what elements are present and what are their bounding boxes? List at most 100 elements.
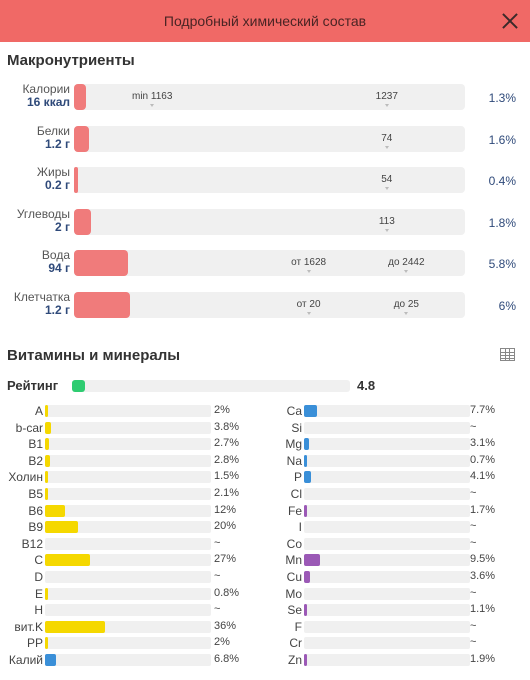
- nutrient-bar: [304, 471, 470, 484]
- nutrient-bar: [45, 587, 211, 600]
- macro-mark-label: от 1628: [291, 257, 327, 269]
- nutrient-bar-fill: [304, 654, 308, 666]
- vitamin-row: B2 2.8%: [0, 453, 271, 469]
- macro-name: Белки: [36, 123, 70, 138]
- macro-percent: 1.8%: [488, 215, 516, 230]
- macro-percent: 5.8%: [488, 257, 516, 272]
- nutrient-bar-fill: [45, 504, 65, 517]
- nutrient-value: ~: [470, 586, 477, 599]
- nutrient-value: 6.8%: [214, 653, 240, 665]
- mineral-row: Cl ~: [259, 486, 530, 502]
- nutrient-name: H: [34, 603, 43, 618]
- nutrient-bar-fill: [45, 438, 50, 451]
- macro-name: Клетчатка: [13, 290, 70, 304]
- nutrient-value: 2.8%: [214, 453, 240, 466]
- nutrient-value: 1.1%: [470, 603, 496, 616]
- vitamin-row: B1 2.7%: [0, 436, 271, 452]
- nutrient-bar: [45, 504, 211, 517]
- nutrient-value: 4.1%: [470, 470, 496, 483]
- nutrient-bar: [304, 637, 470, 650]
- mineral-row: Co ~: [259, 536, 530, 552]
- vitamin-row: B9 20%: [0, 519, 271, 535]
- macro-bar-fill: [74, 84, 87, 110]
- vitamin-row: B12 ~: [0, 536, 271, 552]
- nutrient-bar: [304, 620, 470, 633]
- nutrient-bar-fill: [304, 571, 310, 583]
- nutrient-name: Калий: [8, 653, 43, 667]
- nutrient-name: b-car: [15, 420, 43, 435]
- nutrient-bar: [45, 454, 211, 467]
- macro-percent: 6%: [498, 299, 516, 313]
- nutrient-bar: [304, 654, 470, 666]
- macro-amount: 2 г: [54, 219, 70, 234]
- nutrient-name: Se: [287, 603, 302, 618]
- mineral-row: P 4.1%: [259, 469, 530, 485]
- nutrient-bar: [45, 471, 211, 484]
- vitamin-row: Калий 6.8%: [0, 652, 271, 668]
- nutrient-bar: [304, 488, 470, 500]
- nutrient-bar-fill: [45, 471, 48, 484]
- macro-percent: 0.4%: [488, 174, 516, 189]
- nutrient-value: 0.7%: [470, 453, 496, 466]
- nutrient-name: PP: [26, 636, 43, 651]
- mineral-row: Zn 1.9%: [259, 652, 530, 668]
- rating-bar: [72, 380, 350, 392]
- vitamin-row: E 0.8%: [0, 586, 271, 602]
- mineral-row: Se 1.1%: [259, 602, 530, 618]
- macro-label: Вода 94 г: [42, 249, 70, 275]
- nutrient-value: 0.8%: [214, 586, 240, 599]
- nutrient-name: B6: [28, 503, 43, 518]
- macro-mark-label: до 25: [393, 299, 419, 310]
- macro-name: Жиры: [36, 165, 70, 180]
- vitamin-row: вит.K 36%: [0, 619, 271, 635]
- nutrient-bar: [304, 521, 470, 534]
- table-view-icon[interactable]: [500, 348, 515, 361]
- nutrient-value: ~: [470, 636, 477, 649]
- vitamin-row: A 2%: [0, 403, 271, 419]
- vitamin-row: C 27%: [0, 552, 271, 568]
- nutrient-bar: [45, 571, 211, 583]
- nutrient-bar-fill: [304, 504, 307, 517]
- nutrient-bar: [304, 454, 470, 467]
- vitamin-row: PP 2%: [0, 635, 271, 651]
- nutrient-bar-fill: [304, 405, 317, 417]
- vitamin-row: Холин 1.5%: [0, 469, 271, 485]
- dialog-header: Подробный химический состав: [0, 0, 530, 42]
- rating-value: 4.8: [357, 378, 376, 393]
- nutrient-name: Mg: [285, 437, 302, 452]
- nutrient-bar-fill: [45, 620, 105, 633]
- nutrient-value: 1.7%: [470, 503, 496, 516]
- macro-mark-tick: [150, 104, 155, 107]
- nutrient-bar: [45, 604, 211, 617]
- nutrient-name: B1: [28, 437, 43, 452]
- nutrient-bar-fill: [45, 554, 90, 567]
- close-icon[interactable]: [496, 7, 524, 35]
- macro-label: Клетчатка 1.2 г: [14, 291, 70, 317]
- mineral-row: I ~: [259, 519, 530, 535]
- rating-label: Рейтинг: [7, 378, 59, 393]
- nutrient-bar: [45, 654, 211, 666]
- nutrient-bar: [45, 637, 211, 650]
- nutrient-bar: [304, 537, 470, 550]
- nutrient-value: ~: [214, 603, 221, 616]
- nutrient-value: 36%: [214, 619, 237, 632]
- nutrient-bar: [45, 405, 211, 417]
- nutrient-value: ~: [470, 536, 477, 549]
- macro-bar: 74: [74, 125, 465, 152]
- macro-mark-label: от 20: [296, 299, 321, 310]
- mineral-row: Mg 3.1%: [259, 436, 530, 452]
- macro-row: Калории 16 ккал min 1163 1237 1.3%: [0, 83, 530, 113]
- nutrient-value: 3.8%: [214, 420, 240, 433]
- nutrient-bar: [304, 405, 470, 417]
- nutrient-bar-fill: [304, 471, 311, 484]
- macro-amount: 1.2 г: [44, 303, 70, 317]
- nutrient-value: 9.5%: [470, 553, 496, 566]
- vitamin-row: b-car 3.8%: [0, 420, 271, 436]
- mineral-row: Si ~: [259, 420, 530, 436]
- macro-row: Жиры 0.2 г 54 0.4%: [0, 166, 530, 196]
- nutrient-bar: [304, 571, 470, 583]
- nutrient-value: 20%: [214, 520, 237, 533]
- nutrient-bar-fill: [45, 654, 57, 666]
- macro-mark-label: min 1163: [131, 91, 173, 102]
- nutrient-name: Na: [286, 453, 302, 468]
